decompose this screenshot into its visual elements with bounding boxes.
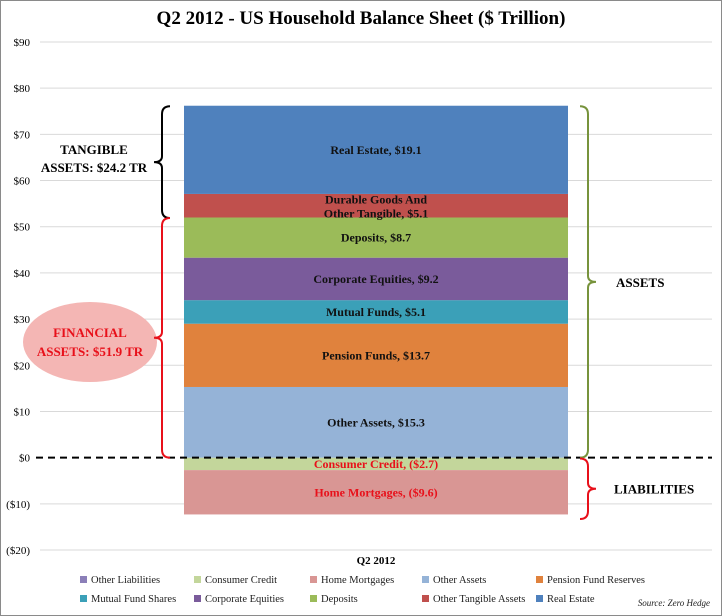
legend-label: Deposits — [321, 594, 358, 605]
legend-swatch — [194, 576, 201, 583]
y-tick-label: $40 — [14, 268, 31, 280]
data-label: Consumer Credit, ($2.7) — [314, 457, 438, 471]
segment-labels: Consumer Credit, ($2.7) Home Mortgages, (… — [313, 143, 438, 499]
y-tick-label: $70 — [14, 129, 31, 141]
tangible-annotation: TANGIBLE — [60, 142, 128, 157]
y-tick-label: $30 — [14, 314, 31, 326]
data-label: Real Estate, $19.1 — [330, 143, 421, 157]
x-tick-label: Q2 2012 — [357, 555, 396, 567]
bar-segment — [184, 257, 568, 301]
legend-swatch — [80, 576, 87, 583]
bar-segment — [184, 323, 568, 387]
legend-swatch — [194, 595, 201, 602]
y-tick-label: ($10) — [6, 499, 30, 511]
legend-swatch — [422, 576, 429, 583]
legend-label: Other Tangible Assets — [433, 594, 525, 605]
legend-label: Other Assets — [433, 575, 486, 586]
data-label: Pension Funds, $13.7 — [322, 348, 430, 362]
y-tick-label: $20 — [14, 360, 31, 372]
bar-segment — [184, 300, 568, 324]
legend-label: Corporate Equities — [205, 594, 284, 605]
liabilities-bracket — [579, 457, 597, 521]
data-label: Durable Goods And — [325, 193, 427, 207]
bar-segment — [184, 386, 568, 458]
financial-annotation: FINANCIAL — [53, 325, 127, 340]
legend-swatch — [80, 595, 87, 602]
bar-segment — [184, 470, 568, 515]
y-tick-label: $10 — [14, 406, 31, 418]
liabilities-annotation: LIABILITIES — [614, 482, 694, 497]
y-tick-label: $90 — [14, 37, 31, 49]
bar-segment — [184, 193, 568, 218]
legend-label: Other Liabilities — [91, 575, 160, 586]
legend-label: Real Estate — [547, 594, 595, 605]
legend-label: Consumer Credit — [205, 575, 277, 586]
legend-swatch — [422, 595, 429, 602]
data-label: Other Assets, $15.3 — [327, 415, 425, 429]
brackets: TANGIBLE ASSETS: $24.2 TR FINANCIAL ASSETS:… — [37, 105, 694, 521]
tangible-bracket — [153, 105, 171, 219]
data-label: Home Mortgages, ($9.6) — [314, 485, 437, 499]
y-tick-label: $0 — [19, 453, 31, 465]
y-tick-label: ($20) — [6, 545, 30, 557]
y-tick-label: $50 — [14, 222, 31, 234]
y-tick-label: $60 — [14, 176, 31, 188]
tangible-annotation: ASSETS: $24.2 TR — [41, 160, 148, 175]
legend-label: Pension Fund Reserves — [547, 575, 645, 586]
bar-segment — [184, 105, 568, 194]
legend-label: Home Mortgages — [321, 575, 394, 586]
legend-swatch — [310, 595, 317, 602]
source-note: Source: Zero Hedge — [638, 598, 710, 608]
financial-highlight — [23, 302, 157, 382]
data-label: Corporate Equities, $9.2 — [313, 272, 438, 286]
data-label: Other Tangible, $5.1 — [324, 207, 428, 221]
y-tick-label: $80 — [14, 83, 31, 95]
bar-segment — [184, 457, 568, 471]
legend-label: Mutual Fund Shares — [91, 594, 176, 605]
financial-ellipse-layer — [23, 302, 157, 382]
y-axis: $90 $80 $70 $60 $50 $40 $30 $20 $10 $0 ($10) ($20) — [6, 37, 30, 557]
legend-swatch — [536, 595, 543, 602]
assets-annotation: ASSETS — [616, 275, 664, 290]
assets-bracket — [579, 105, 597, 459]
data-label: Deposits, $8.7 — [341, 231, 411, 245]
data-label: Mutual Funds, $5.1 — [326, 305, 426, 319]
legend-swatch — [536, 576, 543, 583]
bar-segment — [184, 217, 568, 258]
legend: Other Liabilities Consumer Credit Home Mor… — [80, 575, 645, 605]
stacked-bar — [184, 105, 568, 515]
financial-bracket — [153, 216, 171, 459]
legend-swatch — [310, 576, 317, 583]
chart-title: Q2 2012 - US Household Balance Sheet ($ … — [157, 8, 566, 29]
financial-annotation: ASSETS: $51.9 TR — [37, 344, 144, 359]
